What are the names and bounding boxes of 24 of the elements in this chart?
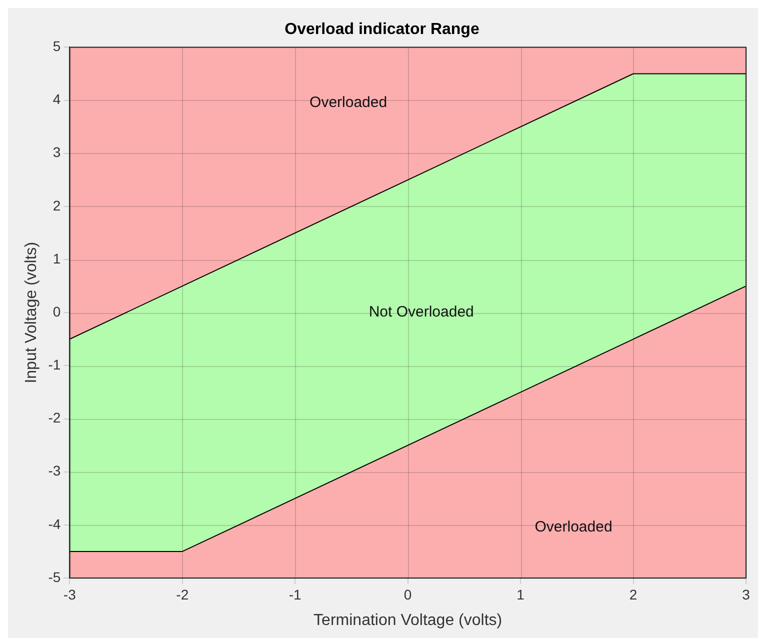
y-tick-label: 3 [52,144,61,160]
y-tick-label: 2 [52,197,61,214]
x-tick-label: 1 [516,586,525,602]
x-tick-label: 0 [404,586,412,602]
y-tick-label: -4 [48,516,61,532]
x-tick-label: -2 [176,586,189,602]
y-tick-label: 4 [52,91,61,108]
x-axis-title: Termination Voltage (volts) [314,612,502,629]
y-tick-label: -3 [48,462,61,479]
y-tick-label: 1 [52,250,61,266]
y-tick-label: -5 [48,568,61,585]
x-tick-label: 2 [629,586,638,602]
y-tick-label: 0 [52,303,61,320]
y-tick-label: -1 [48,356,61,373]
y-axis-title: Input Voltage (volts) [23,242,40,384]
x-tick-label: -1 [288,586,302,602]
chart-title: Overload indicator Range [284,21,480,38]
annotation: Overloaded [534,518,612,536]
annotation: Overloaded [310,94,388,112]
y-tick-label: 5 [52,38,61,54]
x-tick-label: 3 [742,586,750,602]
y-tick-label: -2 [48,410,61,426]
x-tick-label: -3 [63,586,76,602]
annotation: Not Overloaded [368,304,474,321]
